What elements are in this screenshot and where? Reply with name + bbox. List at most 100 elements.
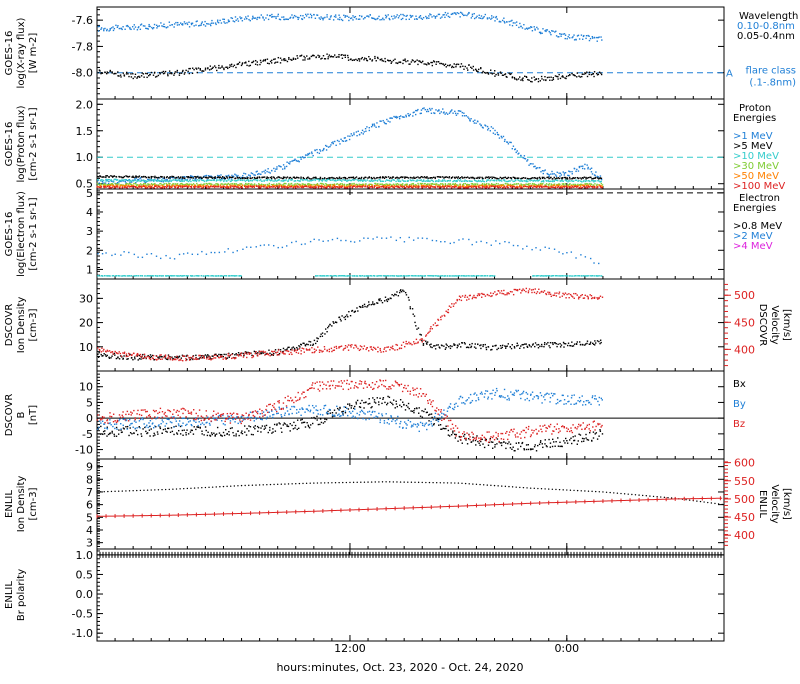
data-point xyxy=(115,25,116,26)
data-point xyxy=(487,275,488,276)
data-point xyxy=(461,176,462,177)
data-point xyxy=(474,120,475,121)
data-point xyxy=(423,344,424,345)
data-point xyxy=(376,60,377,61)
data-point xyxy=(201,177,202,178)
data-point xyxy=(452,186,453,187)
data-point xyxy=(176,177,177,178)
data-point xyxy=(229,21,230,22)
data-point xyxy=(417,109,418,110)
data-point xyxy=(152,187,153,188)
data-point xyxy=(447,65,448,66)
data-point xyxy=(391,180,392,181)
data-point xyxy=(400,115,401,116)
data-point xyxy=(415,110,416,111)
data-point xyxy=(338,56,339,57)
data-point xyxy=(243,177,244,178)
data-point xyxy=(481,185,482,186)
data-point xyxy=(569,171,570,172)
data-point xyxy=(547,177,548,178)
data-point xyxy=(278,247,279,248)
data-point xyxy=(218,186,219,187)
data-point xyxy=(433,181,434,182)
data-point xyxy=(581,178,582,179)
data-point xyxy=(485,344,486,345)
data-point xyxy=(392,275,393,276)
data-point xyxy=(403,117,404,118)
data-point xyxy=(500,177,501,178)
data-point xyxy=(284,180,285,181)
data-point xyxy=(336,57,337,58)
data-point xyxy=(368,301,369,302)
data-point xyxy=(193,275,194,276)
data-point xyxy=(477,71,478,72)
data-point xyxy=(132,26,133,27)
data-point xyxy=(163,186,164,187)
data-point xyxy=(412,115,413,116)
data-point xyxy=(298,186,299,187)
data-point xyxy=(241,65,242,66)
y-axis-label: DSCOVR xyxy=(4,304,15,347)
data-point xyxy=(212,356,213,357)
data-point xyxy=(169,25,170,26)
data-point xyxy=(98,352,99,353)
data-point xyxy=(454,275,455,276)
data-point xyxy=(387,301,388,302)
data-point xyxy=(557,187,558,188)
y-tick-label: 1.0 xyxy=(76,151,94,164)
data-point xyxy=(353,176,354,177)
data-point xyxy=(471,181,472,182)
data-point xyxy=(378,126,379,127)
data-point xyxy=(442,176,443,177)
data-point xyxy=(345,275,346,276)
data-point xyxy=(303,157,304,158)
data-point xyxy=(343,55,344,56)
data-point xyxy=(195,177,196,178)
data-point xyxy=(461,63,462,64)
data-point xyxy=(305,179,306,180)
data-point xyxy=(476,241,477,242)
data-point xyxy=(435,16,436,17)
data-point xyxy=(175,183,176,184)
data-point xyxy=(457,12,458,13)
data-point xyxy=(512,77,513,78)
data-point xyxy=(201,187,202,188)
legend-title-2: Energies xyxy=(733,203,776,214)
data-point xyxy=(430,344,431,345)
data-point xyxy=(531,346,532,347)
data-point xyxy=(413,183,414,184)
data-point xyxy=(482,183,483,184)
data-point xyxy=(324,17,325,18)
data-point xyxy=(500,187,501,188)
data-point xyxy=(565,172,566,173)
data-point xyxy=(101,354,102,355)
data-point xyxy=(481,125,482,126)
data-point xyxy=(99,275,100,276)
data-point xyxy=(146,177,147,178)
data-point xyxy=(542,186,543,187)
data-point xyxy=(478,181,479,182)
data-point xyxy=(184,185,185,186)
data-point xyxy=(103,176,104,177)
data-point xyxy=(295,241,296,242)
data-point xyxy=(176,71,177,72)
data-point xyxy=(375,19,376,20)
data-point xyxy=(578,75,579,76)
data-point xyxy=(423,63,424,64)
data-point xyxy=(452,275,453,276)
data-point xyxy=(492,345,493,346)
data-point xyxy=(167,26,168,27)
data-point xyxy=(510,73,511,74)
data-point xyxy=(546,183,547,184)
data-point xyxy=(269,353,270,354)
data-point xyxy=(602,184,603,185)
data-point xyxy=(585,256,586,257)
data-point xyxy=(265,17,266,18)
data-point xyxy=(598,74,599,75)
data-point xyxy=(419,334,420,335)
data-point xyxy=(394,294,395,295)
data-point xyxy=(226,180,227,181)
data-point xyxy=(127,358,128,359)
data-point xyxy=(474,122,475,123)
data-point xyxy=(253,61,254,62)
